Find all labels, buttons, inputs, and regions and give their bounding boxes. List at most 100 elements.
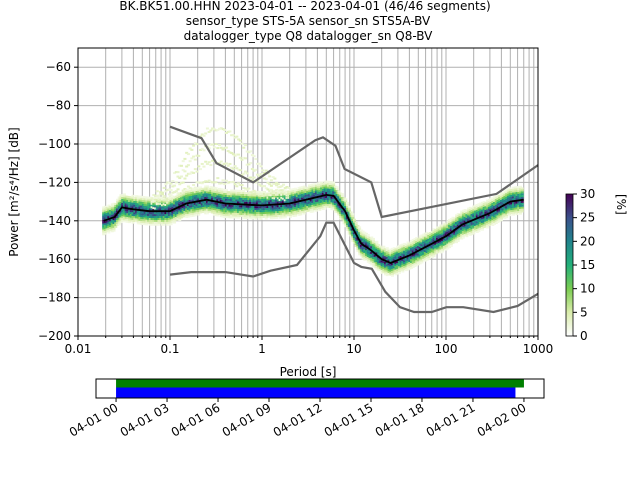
pdf-cell [385, 268, 389, 271]
pdf-cell-outlier [271, 190, 275, 193]
pdf-cell [449, 223, 453, 226]
pdf-cell [498, 218, 502, 221]
pdf-cell [178, 219, 182, 222]
pdf-cell [446, 222, 450, 225]
pdf-cell [371, 253, 375, 256]
pdf-cell [285, 198, 289, 201]
pdf-cell [218, 203, 222, 206]
pdf-cell [422, 239, 426, 242]
pdf-cell [413, 257, 417, 260]
pdf-cell [186, 200, 190, 203]
pdf-cell [110, 230, 114, 233]
pdf-cell [408, 258, 412, 261]
pdf-cell [254, 213, 258, 216]
pdf-cell-outlier [164, 183, 168, 186]
pdf-cell [477, 203, 481, 206]
pdf-cell [178, 196, 182, 199]
pdf-cell [513, 211, 517, 214]
pdf-cell [128, 221, 132, 224]
pdf-cell [143, 223, 147, 226]
pdf-cell [135, 195, 139, 198]
pdf-cell [107, 227, 111, 230]
pdf-cell [486, 220, 490, 223]
pdf-cell [397, 270, 401, 273]
pdf-cell [510, 206, 514, 209]
pdf-cell [394, 248, 398, 251]
pdf-cell [373, 260, 377, 263]
pdf-cell [486, 209, 490, 212]
pdf-cell [105, 216, 109, 219]
pdf-cell [174, 197, 178, 200]
pdf-cell [370, 263, 374, 266]
pdf-cell [397, 246, 401, 249]
pdf-cell [103, 223, 107, 226]
pdf-cell [422, 256, 426, 259]
pdf-cell [114, 218, 118, 221]
pdf-cell [290, 209, 294, 212]
pdf-cell [491, 200, 495, 203]
pdf-cell [150, 214, 154, 217]
pdf-cell-outlier [193, 158, 197, 161]
pdf-cell [299, 194, 303, 197]
pdf-cell [375, 261, 379, 264]
pdf-cell [290, 203, 294, 206]
pdf-cell [219, 190, 223, 193]
pdf-cell [287, 204, 291, 207]
pdf-cell [333, 204, 337, 207]
pdf-cell [371, 257, 375, 260]
pdf-cell [171, 197, 175, 200]
pdf-cell [131, 202, 135, 205]
pdf-cell [276, 205, 280, 208]
pdf-cell [339, 213, 343, 216]
pdf-cell [352, 241, 356, 244]
pdf-cell [410, 266, 414, 269]
pdf-cell [119, 198, 123, 201]
pdf-cell-outlier [280, 193, 284, 196]
pdf-cell [489, 199, 493, 202]
pdf-cell [102, 227, 106, 230]
pdf-cell [333, 193, 337, 196]
pdf-cell [408, 265, 412, 268]
pdf-cell [480, 226, 484, 229]
pdf-cell [294, 206, 298, 209]
pdf-cell [290, 192, 294, 195]
pdf-cell [306, 200, 310, 203]
pdf-cell [325, 203, 329, 206]
pdf-cell [351, 234, 355, 237]
pdf-cell [278, 208, 282, 211]
pdf-cell [399, 263, 403, 266]
pdf-cell [352, 232, 356, 235]
pdf-cell [115, 223, 119, 226]
pdf-cell [242, 215, 246, 218]
pdf-cell [171, 203, 175, 206]
pdf-cell-outlier [228, 181, 232, 184]
pdf-cell [467, 213, 471, 216]
pdf-cell [297, 206, 301, 209]
pdf-cell [501, 202, 505, 205]
pdf-cell [468, 226, 472, 229]
pdf-cell [474, 225, 478, 228]
pdf-cell [294, 193, 298, 196]
pdf-cell [401, 260, 405, 263]
pdf-cell [102, 208, 106, 211]
pdf-cell [162, 212, 166, 215]
pdf-cell [316, 190, 320, 193]
pdf-cell [441, 225, 445, 228]
pdf-cell [335, 190, 339, 193]
pdf-cell [366, 253, 370, 256]
pdf-cell [520, 210, 524, 213]
pdf-cell [325, 188, 329, 191]
pdf-cell [396, 245, 400, 248]
pdf-cell [465, 212, 469, 215]
pdf-cell [366, 245, 370, 248]
pdf-cell [285, 193, 289, 196]
pdf-cell [262, 192, 266, 195]
pdf-cell [112, 218, 116, 221]
time-tick-label: 04-01 15 [322, 400, 376, 439]
pdf-cell [510, 210, 514, 213]
pdf-cell [257, 217, 261, 220]
pdf-cell [164, 214, 168, 217]
pdf-cell [162, 217, 166, 220]
pdf-cell [344, 198, 348, 201]
pdf-cell [212, 206, 216, 209]
